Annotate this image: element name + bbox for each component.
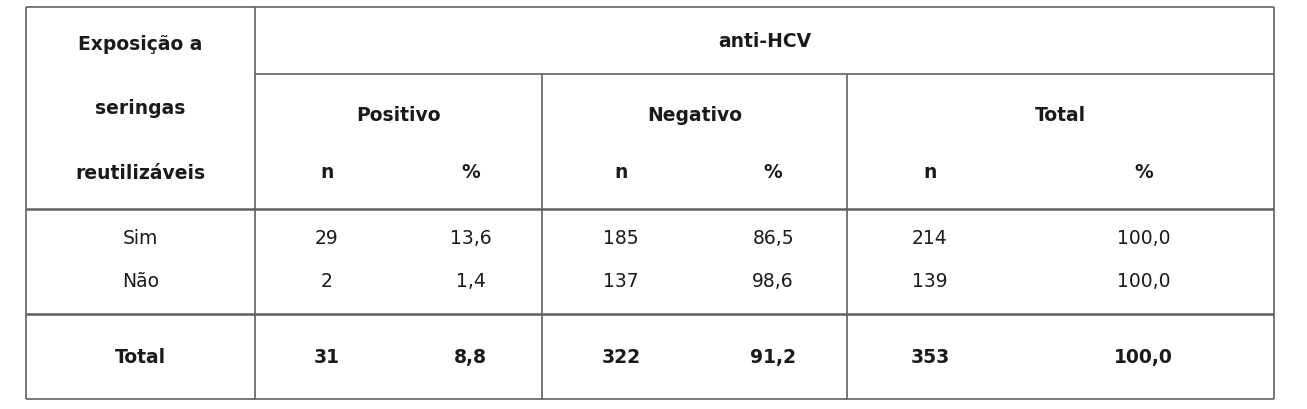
- Text: 139: 139: [912, 271, 948, 290]
- Text: n: n: [614, 162, 627, 181]
- Text: 322: 322: [601, 347, 640, 366]
- Text: 29: 29: [315, 228, 339, 247]
- Text: 91,2: 91,2: [750, 347, 796, 366]
- Text: 2: 2: [320, 271, 333, 290]
- Text: 100,0: 100,0: [1117, 271, 1170, 290]
- Text: Negativo: Negativo: [647, 106, 742, 125]
- Text: Sim: Sim: [123, 228, 158, 247]
- Text: reutilizáveis: reutilizáveis: [76, 164, 205, 183]
- Text: 13,6: 13,6: [450, 228, 491, 247]
- Text: anti-HCV: anti-HCV: [718, 32, 812, 51]
- Text: 86,5: 86,5: [753, 228, 793, 247]
- Text: 100,0: 100,0: [1114, 347, 1174, 366]
- Text: %: %: [1134, 162, 1153, 181]
- Text: 185: 185: [603, 228, 639, 247]
- Text: Total: Total: [1035, 106, 1086, 125]
- Text: 137: 137: [603, 271, 639, 290]
- Text: %: %: [461, 162, 480, 181]
- Text: 98,6: 98,6: [753, 271, 793, 290]
- Text: Positivo: Positivo: [357, 106, 440, 125]
- Text: Exposição a: Exposição a: [78, 35, 203, 54]
- Text: %: %: [763, 162, 783, 181]
- Text: 100,0: 100,0: [1117, 228, 1170, 247]
- Text: seringas: seringas: [95, 99, 186, 118]
- Text: 8,8: 8,8: [454, 347, 488, 366]
- Text: Total: Total: [115, 347, 166, 366]
- Text: 1,4: 1,4: [456, 271, 485, 290]
- Text: n: n: [320, 162, 333, 181]
- Text: 31: 31: [314, 347, 340, 366]
- Text: n: n: [923, 162, 937, 181]
- Text: 353: 353: [910, 347, 950, 366]
- Text: 214: 214: [912, 228, 948, 247]
- Text: Não: Não: [122, 271, 159, 290]
